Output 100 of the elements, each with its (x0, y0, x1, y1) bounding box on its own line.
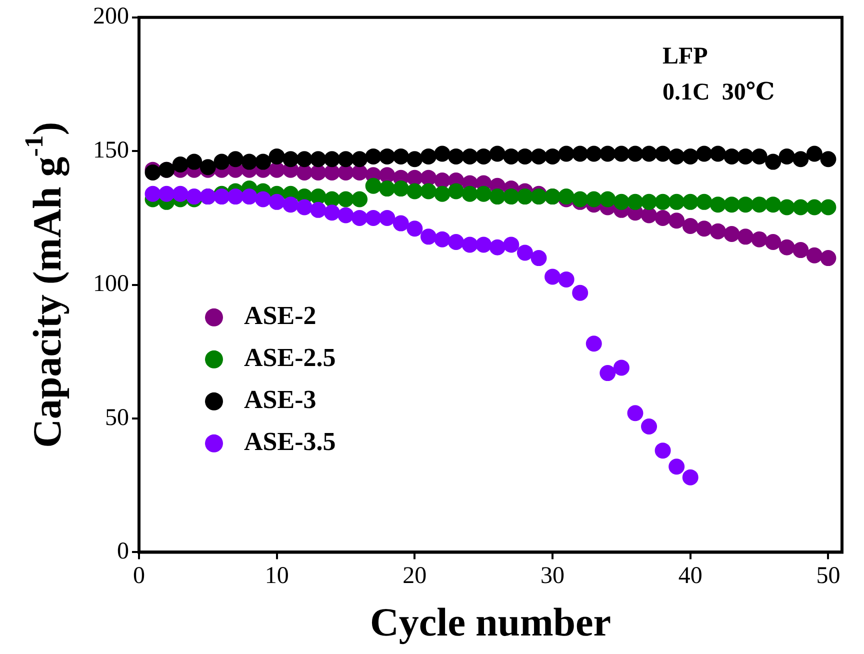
point (586, 336, 602, 352)
point (806, 247, 822, 264)
point (434, 231, 450, 248)
point (806, 146, 822, 162)
point (738, 228, 754, 245)
point (558, 271, 574, 288)
point (820, 250, 836, 266)
point (227, 151, 244, 168)
x-tick-label: 50 (816, 562, 840, 589)
point (710, 146, 726, 162)
point (462, 186, 478, 202)
x-tick-label: 20 (402, 562, 427, 589)
point (765, 234, 782, 250)
point (641, 146, 658, 162)
point (586, 146, 602, 162)
point (338, 151, 354, 168)
point (282, 196, 299, 213)
point (792, 151, 809, 168)
point (365, 210, 382, 226)
point (558, 146, 574, 162)
point (710, 223, 726, 240)
point (806, 199, 822, 216)
point (516, 188, 533, 205)
point (778, 199, 795, 216)
point (255, 154, 272, 170)
legend-label: ASE-3 (244, 385, 316, 414)
point (476, 186, 492, 202)
point (516, 244, 533, 261)
point (696, 194, 712, 210)
point (255, 191, 272, 208)
point (352, 210, 368, 226)
point (420, 228, 436, 245)
point (503, 236, 520, 253)
y-tick-label: 100 (93, 271, 129, 298)
point (654, 194, 671, 210)
legend-label: ASE-2 (244, 301, 316, 330)
point (682, 194, 698, 210)
x-axis-title: Cycle number (370, 599, 612, 644)
point (503, 188, 520, 205)
point (503, 148, 520, 164)
point (627, 194, 644, 210)
point (586, 191, 602, 208)
point (778, 239, 795, 256)
point (282, 151, 299, 168)
point (476, 148, 492, 164)
point (613, 194, 630, 210)
point (572, 146, 588, 162)
point (241, 188, 258, 205)
point (144, 186, 161, 202)
annotation: LFP (662, 44, 708, 70)
point (696, 146, 712, 162)
point (710, 196, 726, 213)
point (448, 234, 464, 250)
point (310, 151, 326, 168)
point (668, 458, 685, 475)
point (820, 199, 836, 216)
point (379, 210, 396, 226)
point (241, 154, 258, 170)
point (186, 154, 202, 170)
point (682, 469, 698, 486)
point (751, 148, 768, 164)
point (696, 220, 712, 237)
point (324, 204, 340, 221)
x-tick-label: 40 (678, 562, 702, 589)
point (338, 191, 354, 208)
point (600, 365, 616, 382)
point (516, 148, 533, 164)
point (392, 180, 409, 197)
x-tick-label: 0 (133, 562, 145, 589)
y-tick-label: 0 (117, 538, 129, 564)
point (544, 268, 561, 285)
point (434, 146, 450, 162)
point (296, 199, 312, 216)
point (530, 250, 547, 266)
point (352, 151, 368, 168)
point (392, 215, 409, 232)
legend-label: ASE-3.5 (244, 427, 336, 456)
point (724, 148, 740, 164)
point (365, 148, 382, 164)
point (172, 156, 188, 172)
point (227, 188, 244, 205)
point (379, 180, 396, 197)
point (641, 194, 658, 210)
annotation: 0.1C 30℃ (662, 80, 775, 106)
point (654, 210, 671, 226)
x-tick-label: 10 (264, 562, 289, 589)
point (641, 418, 658, 435)
point (448, 183, 464, 200)
point (296, 151, 312, 168)
point (820, 151, 836, 168)
point (738, 148, 754, 164)
point (792, 199, 809, 216)
point (268, 194, 285, 210)
y-tick-label: 200 (93, 4, 129, 30)
point (654, 442, 671, 459)
point (434, 186, 450, 202)
point (310, 202, 326, 218)
point (682, 148, 698, 164)
point (724, 226, 740, 242)
point (365, 178, 382, 194)
